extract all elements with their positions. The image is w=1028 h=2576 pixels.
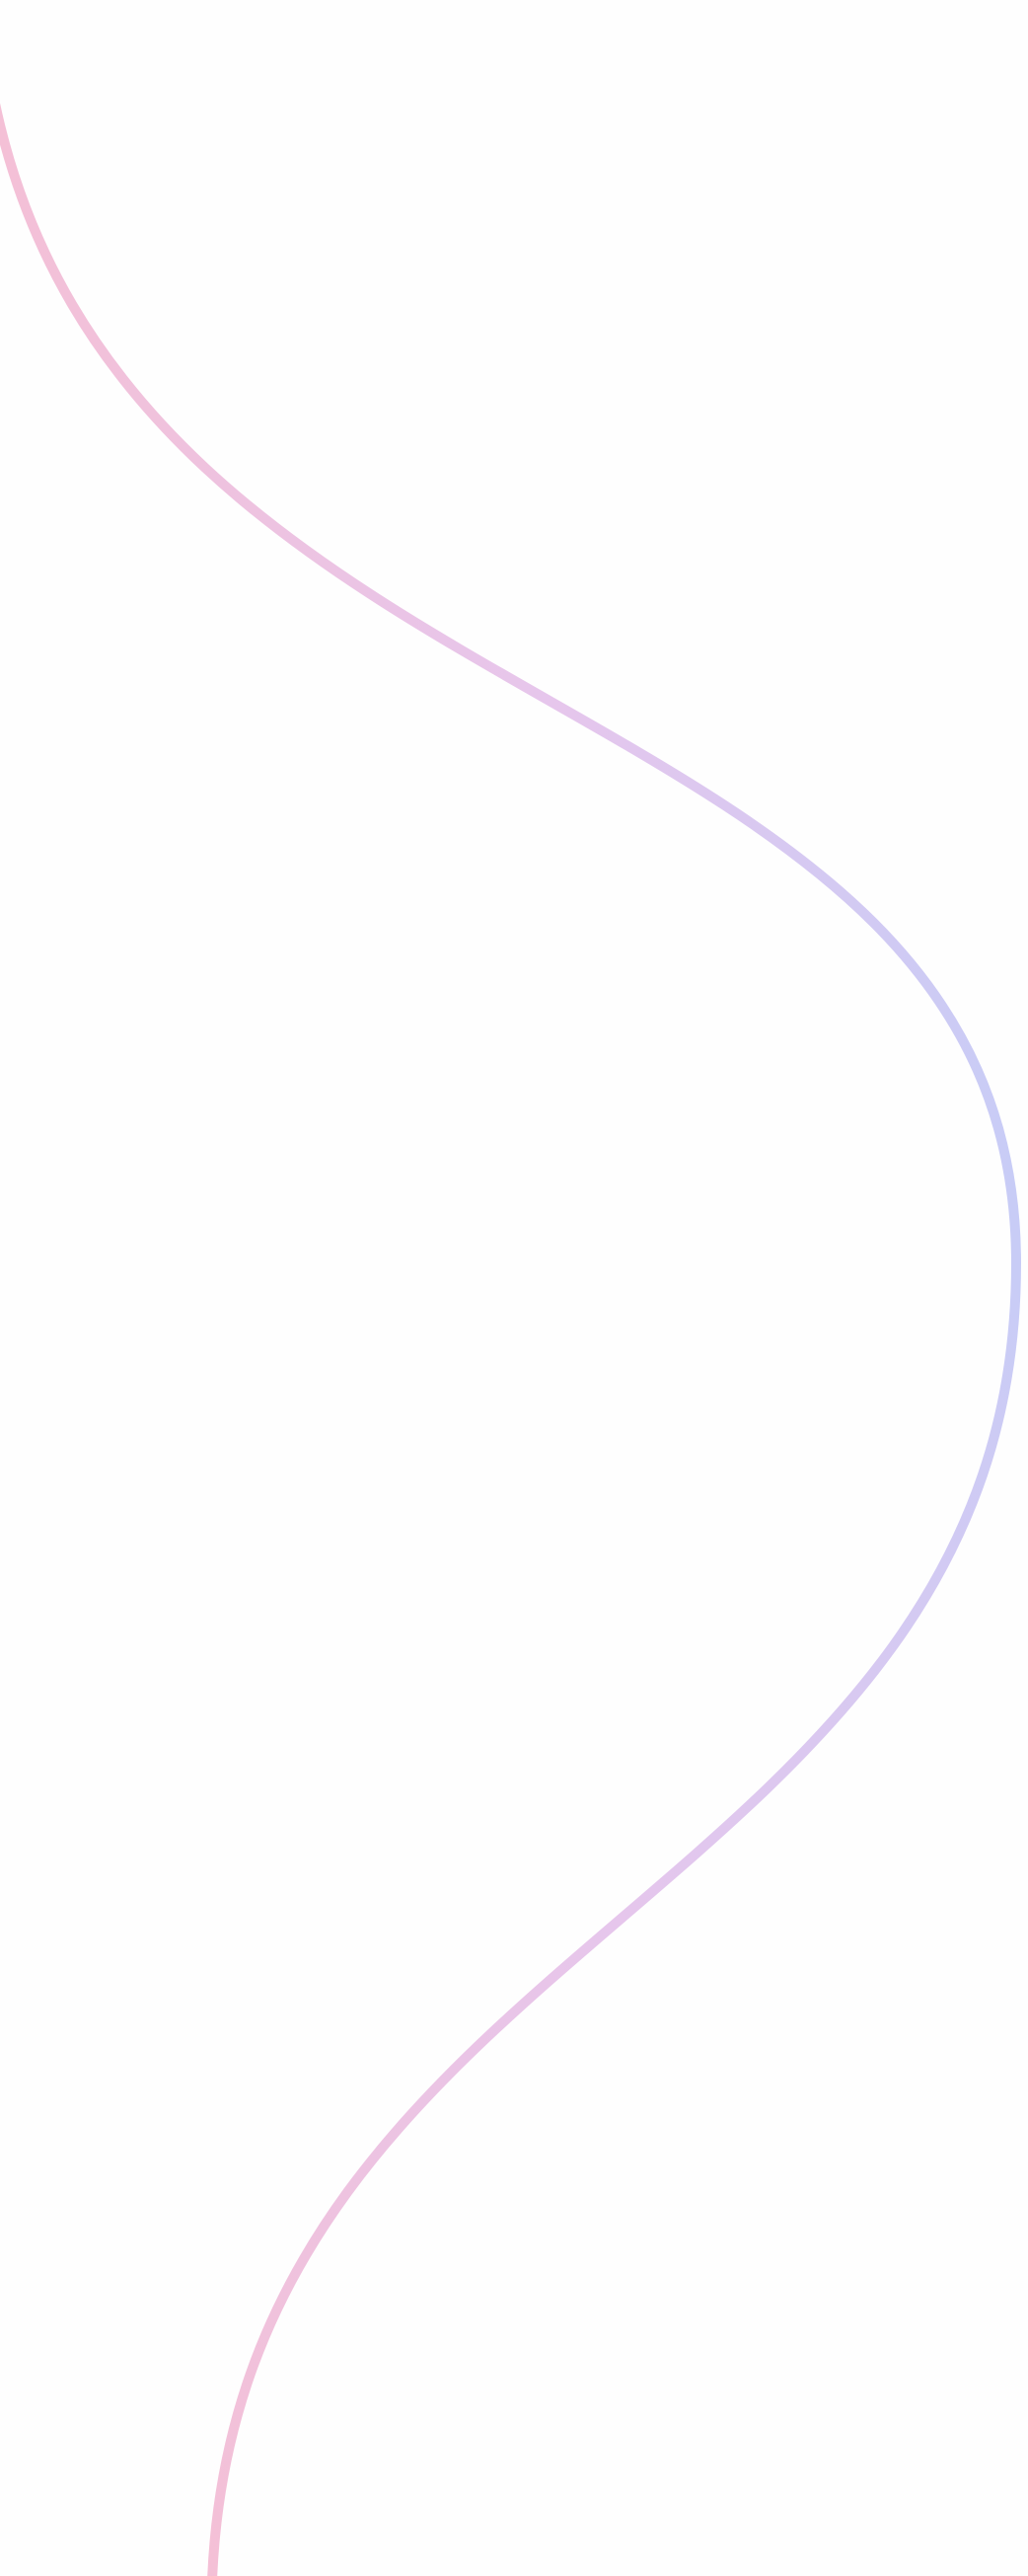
wave-curve-lower [207, 1262, 1021, 2576]
wave-curve-upper [0, 102, 1021, 1264]
